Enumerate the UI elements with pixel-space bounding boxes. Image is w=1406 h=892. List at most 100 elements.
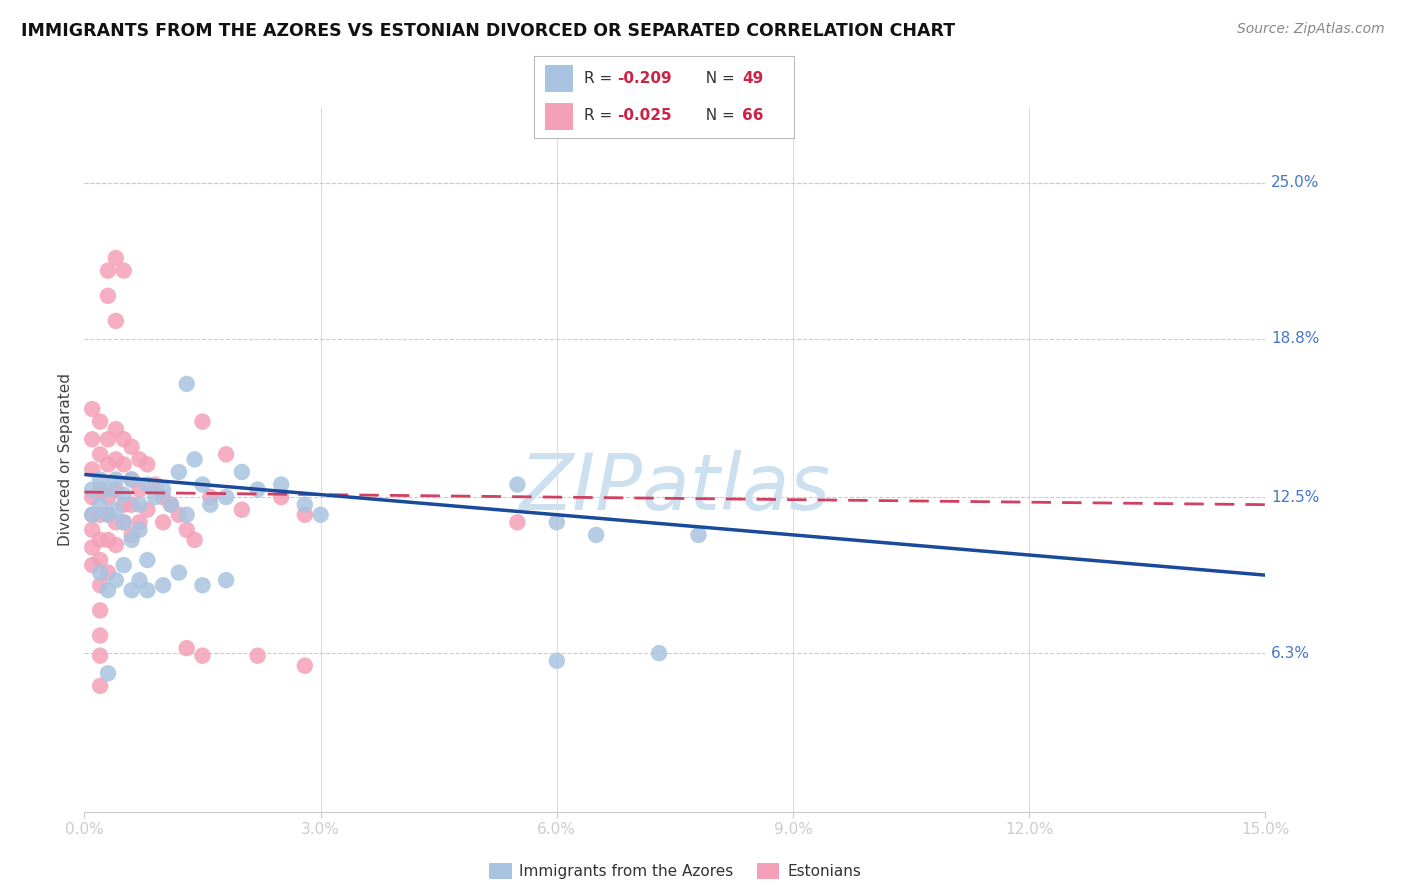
Text: 49: 49 — [742, 71, 763, 87]
Point — [89, 508, 111, 522]
Point — [167, 566, 190, 580]
Point — [128, 523, 150, 537]
Point — [191, 477, 214, 491]
Point — [121, 498, 143, 512]
Point — [89, 447, 111, 461]
Point — [294, 658, 316, 673]
Point — [546, 654, 568, 668]
Point — [112, 458, 135, 472]
Point — [104, 502, 127, 516]
Text: -0.025: -0.025 — [617, 108, 672, 123]
Point — [112, 516, 135, 530]
Point — [143, 477, 166, 491]
Point — [215, 573, 238, 587]
Point — [97, 583, 120, 598]
Text: 66: 66 — [742, 108, 763, 123]
Point — [89, 415, 111, 429]
Point — [270, 477, 292, 491]
Point — [112, 516, 135, 530]
Point — [183, 533, 205, 547]
Point — [97, 566, 120, 580]
Point — [128, 516, 150, 530]
Point — [191, 415, 214, 429]
Point — [97, 508, 120, 522]
Bar — [544, 65, 574, 92]
Text: 25.0%: 25.0% — [1271, 175, 1320, 190]
Point — [82, 508, 104, 522]
Point — [82, 490, 104, 504]
Point — [97, 508, 120, 522]
Y-axis label: Divorced or Separated: Divorced or Separated — [58, 373, 73, 546]
Point — [128, 483, 150, 497]
Text: 18.8%: 18.8% — [1271, 331, 1320, 346]
Point — [97, 432, 120, 446]
Point — [136, 583, 159, 598]
Point — [82, 483, 104, 497]
Point — [89, 483, 111, 497]
Point — [97, 289, 120, 303]
Point — [89, 498, 111, 512]
Point — [104, 473, 127, 487]
Point — [309, 508, 332, 522]
Point — [200, 490, 222, 504]
Point — [246, 483, 269, 497]
Point — [112, 263, 135, 277]
Text: IMMIGRANTS FROM THE AZORES VS ESTONIAN DIVORCED OR SEPARATED CORRELATION CHART: IMMIGRANTS FROM THE AZORES VS ESTONIAN D… — [21, 22, 955, 40]
Text: R =: R = — [583, 108, 617, 123]
Point — [121, 473, 143, 487]
Bar — [544, 103, 574, 130]
Point — [89, 553, 111, 567]
Point — [82, 432, 104, 446]
Point — [128, 573, 150, 587]
Legend: Immigrants from the Azores, Estonians: Immigrants from the Azores, Estonians — [482, 857, 868, 885]
Point — [128, 452, 150, 467]
Point — [152, 578, 174, 592]
Point — [97, 458, 120, 472]
Point — [152, 490, 174, 504]
Point — [121, 528, 143, 542]
Point — [89, 603, 111, 617]
Point — [152, 516, 174, 530]
Point — [112, 558, 135, 573]
Point — [191, 578, 214, 592]
Point — [82, 402, 104, 417]
Point — [294, 498, 316, 512]
Point — [82, 462, 104, 476]
Point — [546, 516, 568, 530]
Point — [97, 533, 120, 547]
Point — [104, 538, 127, 552]
Point — [104, 422, 127, 436]
Point — [104, 314, 127, 328]
Point — [160, 498, 183, 512]
Point — [121, 583, 143, 598]
Point — [506, 477, 529, 491]
Point — [136, 477, 159, 491]
Point — [82, 523, 104, 537]
Point — [104, 251, 127, 265]
Point — [121, 440, 143, 454]
Point — [121, 533, 143, 547]
Point — [112, 487, 135, 501]
Point — [231, 465, 253, 479]
Point — [176, 508, 198, 522]
Point — [121, 473, 143, 487]
Point — [688, 528, 710, 542]
Point — [112, 432, 135, 446]
Point — [176, 376, 198, 391]
Point — [231, 502, 253, 516]
Text: -0.209: -0.209 — [617, 71, 672, 87]
Point — [648, 646, 671, 660]
Point — [160, 498, 183, 512]
Point — [200, 498, 222, 512]
Point — [215, 490, 238, 504]
Point — [270, 490, 292, 504]
Text: ZIPatlas: ZIPatlas — [519, 450, 831, 525]
Point — [97, 263, 120, 277]
Text: N =: N = — [696, 108, 740, 123]
Point — [136, 458, 159, 472]
Point — [143, 490, 166, 504]
Point — [89, 679, 111, 693]
Point — [104, 516, 127, 530]
Point — [82, 558, 104, 573]
Point — [183, 452, 205, 467]
